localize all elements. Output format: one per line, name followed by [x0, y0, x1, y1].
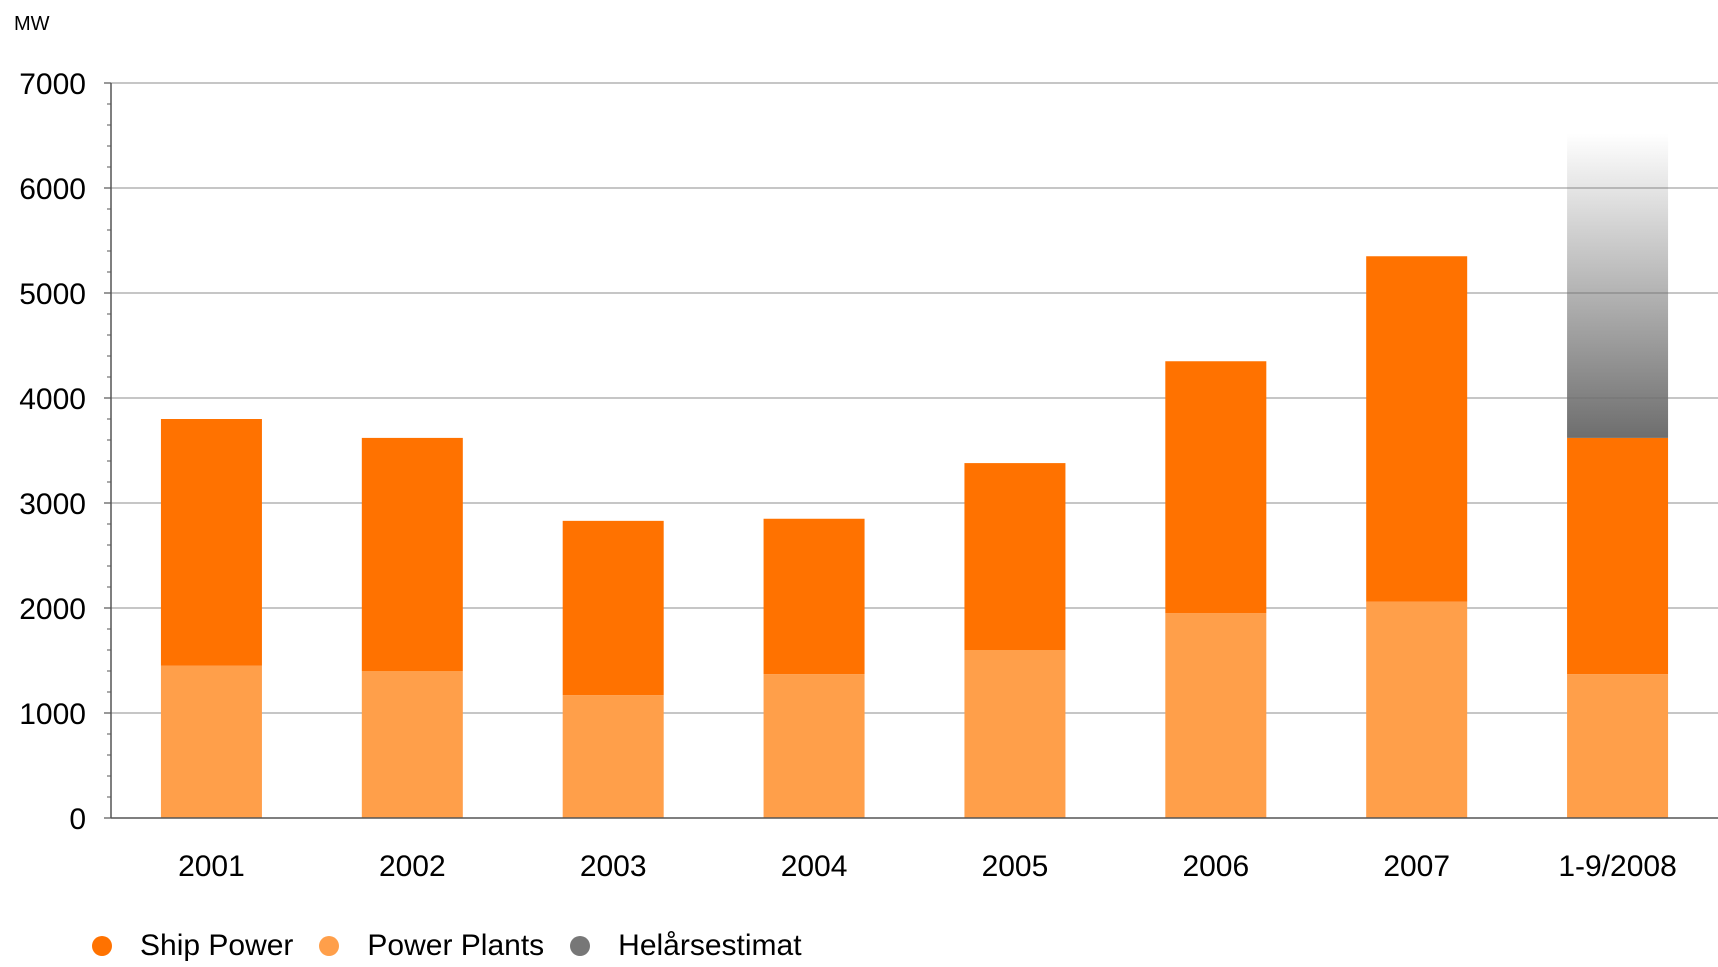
- x-tick-label: 2003: [580, 850, 647, 883]
- bar-power-plants-2002: [361, 671, 463, 818]
- x-tick-label: 2005: [982, 850, 1049, 883]
- y-tick-label: 4000: [19, 383, 86, 416]
- legend-marker-power-plants: [319, 936, 340, 956]
- legend-marker-helarsestimat: [570, 936, 591, 956]
- legend-label-power-plants: Power Plants: [367, 929, 545, 962]
- x-tick-label: 2004: [781, 850, 848, 883]
- x-tick-label: 2006: [1182, 850, 1249, 883]
- bar-power-plants-2001: [160, 665, 262, 818]
- bar-power-plants-2004: [763, 674, 865, 818]
- legend-item-helarsestimat: Helårsestimat: [570, 929, 802, 963]
- x-tick-label: 1-9/2008: [1558, 850, 1676, 883]
- legend-label-ship-power: Ship Power: [140, 929, 294, 962]
- x-tick-label: 2007: [1383, 850, 1450, 883]
- bar-power-plants-2007: [1366, 601, 1468, 818]
- legend-item-ship-power: Ship Power: [92, 929, 293, 963]
- bar-power-plants-2003: [562, 695, 664, 818]
- axes: [110, 83, 1718, 819]
- x-axis-ticks: 2001 2002 2003 2004 2005 2006 2007 1-9/2008: [178, 850, 1677, 883]
- legend-item-power-plants: Power Plants: [319, 929, 544, 963]
- legend: Ship Power Power Plants Helårsestimat: [92, 928, 828, 964]
- bar-power-plants-2005: [964, 650, 1066, 818]
- bar-ship-power-2006: [1165, 361, 1267, 614]
- y-tick-label: 5000: [19, 278, 86, 311]
- x-tick-label: 2002: [379, 850, 446, 883]
- y-axis-unit-label: MW: [14, 13, 50, 35]
- y-tick-label: 2000: [19, 593, 86, 626]
- bar-ship-power-2004: [763, 518, 865, 675]
- bars: [160, 133, 1669, 818]
- y-tick-label: 6000: [19, 173, 86, 206]
- x-tick-label: 2001: [178, 850, 245, 883]
- gridlines: [111, 82, 1718, 714]
- bar-power-plants-1-9-2008: [1567, 674, 1669, 818]
- bar-ship-power-2002: [361, 437, 463, 671]
- bar-power-plants-2006: [1165, 613, 1267, 818]
- bar-hel-rsestimat-1-9-2008: [1567, 133, 1669, 438]
- bar-ship-power-2007: [1366, 256, 1468, 602]
- y-tick-label: 1000: [19, 698, 86, 731]
- legend-label-helarsestimat: Helårsestimat: [618, 929, 802, 962]
- legend-marker-ship-power: [92, 936, 112, 956]
- y-tick-label: 7000: [19, 68, 86, 101]
- bar-ship-power-2003: [562, 520, 664, 696]
- y-axis-ticks: 0 1000 2000 3000 4000 5000 6000 7000: [19, 68, 111, 836]
- bar-ship-power-2001: [160, 419, 262, 666]
- bar-ship-power-2005: [964, 463, 1066, 650]
- y-tick-label: 0: [69, 803, 86, 836]
- bar-ship-power-1-9-2008: [1567, 437, 1669, 675]
- y-tick-label: 3000: [19, 488, 86, 521]
